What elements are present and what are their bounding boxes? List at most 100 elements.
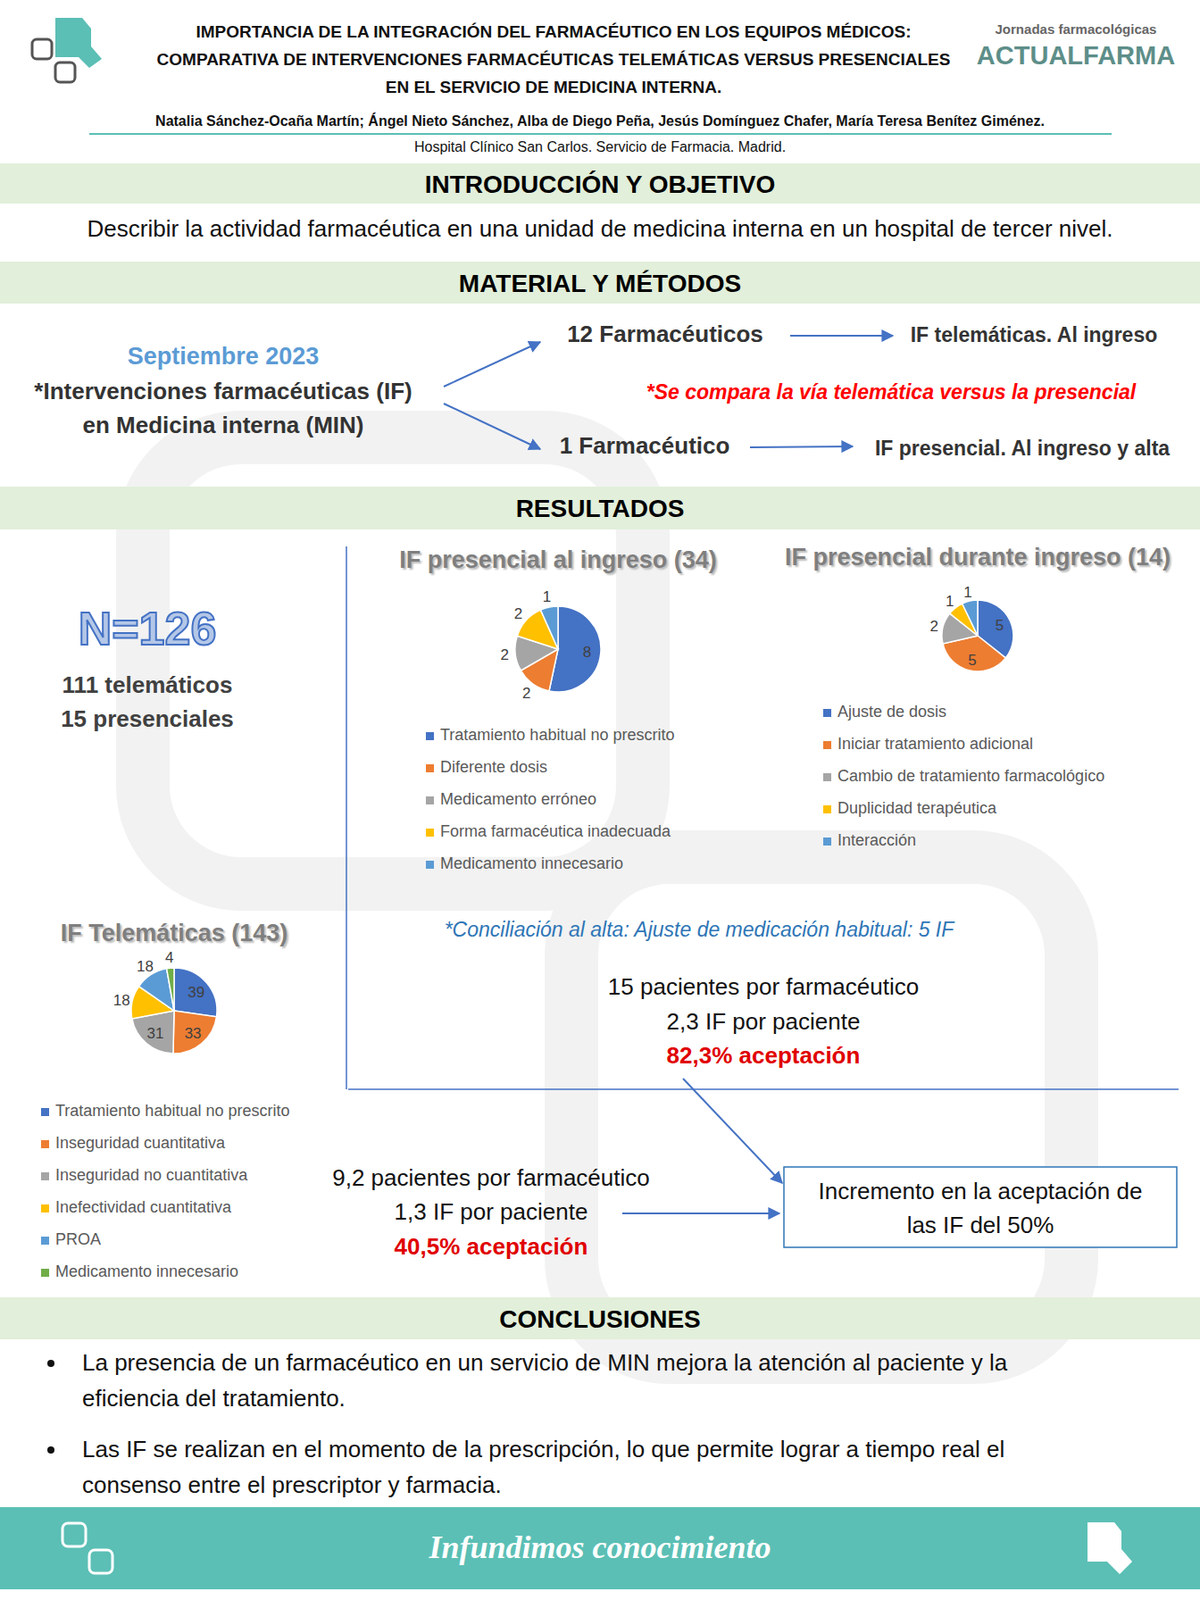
legend-entry: Forma farmacéutica inadecuada: [440, 822, 672, 841]
title: COMPARATIVA DE INTERVENCIONES FARMACÉUTI…: [157, 50, 951, 69]
pie: [131, 967, 217, 1054]
data-label: 2: [500, 646, 509, 664]
legend-entry: Tratamiento habitual no prescrito: [55, 1101, 290, 1120]
slice: [173, 1010, 217, 1054]
legend-swatch: [425, 764, 434, 773]
data-label: 2: [514, 605, 523, 623]
footer-logo: [62, 1523, 86, 1547]
legend-swatch: [41, 1140, 50, 1149]
section-band: [0, 486, 1200, 530]
total: 15 presenciales: [60, 705, 234, 733]
section-band: [0, 163, 1200, 204]
legend-entry: Medicamento erróneo: [440, 790, 597, 809]
slice: [962, 600, 978, 636]
legend-swatch: [823, 837, 832, 846]
legend-entry: Tratamiento habitual no prescrito: [440, 725, 675, 744]
branch-label: 12 Farmacéuticos: [566, 320, 764, 348]
legend-swatch: [425, 828, 434, 837]
legend-swatch: [823, 708, 832, 717]
legend-entry: Inseguridad cuantitativa: [55, 1133, 226, 1152]
bullet: [47, 1446, 55, 1454]
arrow: [683, 1078, 783, 1184]
branch-result: IF presencial. Al ingreso y alta: [875, 436, 1170, 460]
data-label: 39: [187, 983, 205, 1001]
legend-entry: Diferente dosis: [440, 758, 548, 776]
data-label: 1: [945, 592, 954, 610]
data-label: 18: [136, 958, 154, 975]
footer-logo: [89, 1550, 113, 1574]
legend-entry: Duplicidad terapéutica: [837, 799, 998, 817]
method-line: en Medicina interna (MIN): [83, 411, 365, 439]
legend-entry: Cambio de tratamiento farmacológico: [837, 766, 1105, 785]
increase-text: las IF del 50%: [907, 1211, 1055, 1239]
data-label: 18: [113, 991, 131, 1009]
section-band: [0, 1297, 1200, 1340]
section-heading: INTRODUCCIÓN Y OBJETIVO: [425, 170, 776, 199]
legend-swatch: [41, 1172, 50, 1181]
date: Septiembre 2023: [127, 342, 320, 370]
legend-swatch: [823, 773, 832, 782]
stat: 82,3% aceptación: [666, 1041, 861, 1069]
chart-title: IF presencial durante ingreso (14): [784, 543, 1171, 571]
logo-square: [32, 39, 52, 59]
affiliation: Hospital Clínico San Carlos. Servicio de…: [414, 139, 786, 155]
slice: [166, 967, 175, 1011]
legend-entry: Ajuste de dosis: [837, 702, 947, 721]
legend-entry: Iniciar tratamiento adicional: [837, 734, 1034, 753]
legend-entry: PROA: [55, 1230, 101, 1249]
section-heading: RESULTADOS: [516, 494, 685, 523]
conclusion: La presencia de un farmacéutico en un se…: [82, 1349, 1009, 1376]
stat: 15 pacientes por farmacéutico: [608, 973, 919, 1000]
divider: [345, 546, 348, 1090]
legend-swatch: [41, 1236, 50, 1245]
stat: 40,5% aceptación: [394, 1233, 589, 1260]
legend-swatch: [823, 741, 832, 750]
n-total: N=126: [78, 602, 217, 655]
branch-result: IF telemáticas. Al ingreso: [910, 323, 1159, 347]
arrow: [622, 1212, 780, 1215]
divider: [348, 1088, 1179, 1091]
slice: [540, 606, 559, 650]
legend-swatch: [41, 1108, 50, 1117]
logo-shape: [55, 17, 102, 68]
section-heading: MATERIAL Y MÉTODOS: [458, 269, 742, 298]
legend-swatch: [41, 1204, 50, 1213]
event-top: Jornadas farmacológicas: [995, 21, 1158, 37]
title: IMPORTANCIA DE LA INTEGRACIÓN DEL FARMAC…: [195, 22, 911, 42]
data-label: 5: [995, 616, 1004, 634]
chart-title: IF Telemáticas (143): [60, 919, 289, 947]
intro-text: Describir la actividad farmacéutica en u…: [87, 215, 1114, 242]
legend-swatch: [41, 1268, 50, 1277]
data-label: 1: [963, 583, 972, 601]
pie: [515, 606, 601, 692]
slice: [174, 967, 217, 1017]
data-label: 4: [165, 949, 174, 967]
event: ACTUALFARMA: [976, 41, 1175, 70]
poster: IMPORTANCIA DE LA INTEGRACIÓN DEL FARMAC…: [0, 0, 1200, 1600]
data-label: 5: [967, 651, 976, 669]
logo-square: [55, 62, 75, 83]
legend-entry: Medicamento innecesario: [55, 1262, 239, 1281]
chart-title: IF presencial al ingreso (34): [399, 546, 717, 574]
legend-swatch: [823, 805, 832, 814]
conclusion: consenso entre el prescriptor y farmacia…: [82, 1471, 502, 1499]
stat: 9,2 pacientes por farmacéutico: [332, 1164, 650, 1192]
discharge-note: *Conciliación al alta: Ajuste de medicac…: [444, 917, 957, 942]
arrow: [443, 341, 541, 387]
total: 111 telemáticos: [62, 671, 234, 699]
legend-entry: Interacción: [837, 831, 917, 850]
conclusion: eficiencia del tratamiento.: [82, 1384, 346, 1412]
increase-box: [783, 1166, 1177, 1248]
note: *Se compara la vía telemática versus la …: [646, 380, 1137, 404]
data-label: 33: [184, 1025, 202, 1042]
title: EN EL SERVICIO DE MEDICINA INTERNA.: [385, 77, 723, 97]
footer-text: Infundimos conocimiento: [427, 1529, 771, 1566]
legend-entry: Inefectividad cuantitativa: [55, 1198, 233, 1217]
conclusion: Las IF se realizan en el momento de la p…: [82, 1435, 1005, 1463]
branch-label: 1 Farmacéutico: [559, 432, 731, 459]
footer: [0, 1507, 1200, 1590]
pie: [941, 600, 1014, 672]
legend-swatch: [425, 796, 434, 805]
data-label: 2: [930, 617, 939, 635]
section-heading: CONCLUSIONES: [499, 1305, 701, 1334]
